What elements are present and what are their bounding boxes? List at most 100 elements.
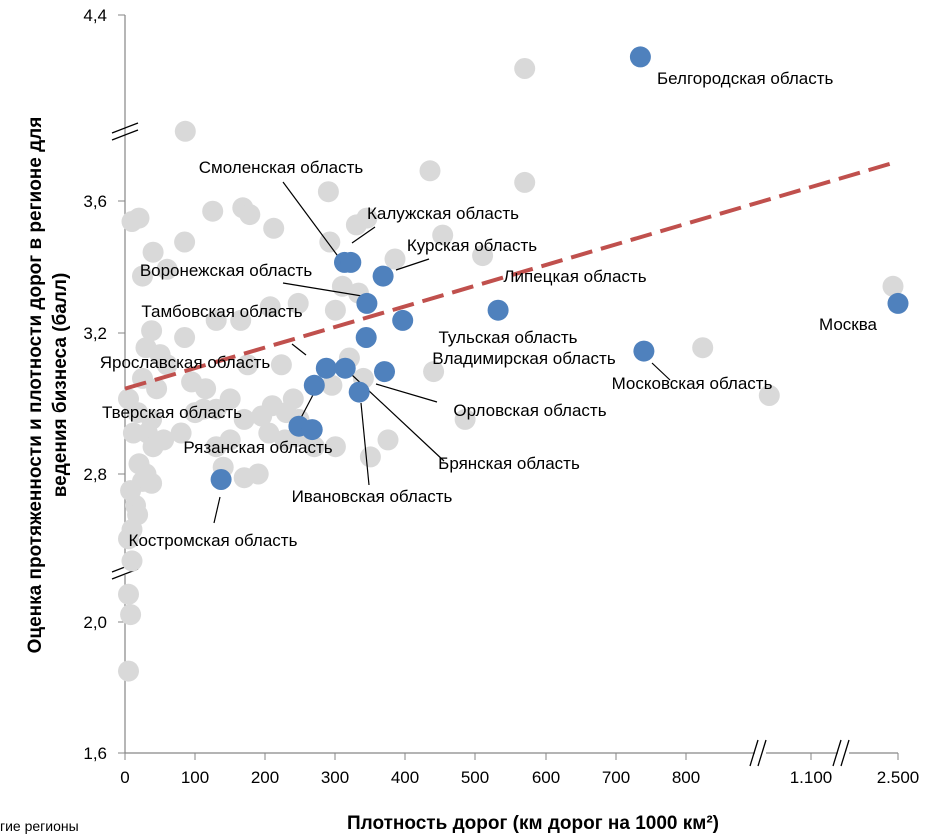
region-point xyxy=(374,361,395,383)
other-region-point xyxy=(319,231,341,253)
other-region-point xyxy=(237,354,259,376)
x-axis-break-mark xyxy=(832,739,842,767)
y-axis-title-line2: ведения бизнеса (балл) xyxy=(50,273,71,498)
region-point xyxy=(629,46,651,68)
region-label: Ивановская область xyxy=(292,487,453,506)
region-point xyxy=(301,419,323,441)
footnote: гие регионы xyxy=(0,818,79,834)
other-region-point xyxy=(141,472,163,494)
other-region-point xyxy=(317,181,339,203)
region-label: Рязанская область xyxy=(183,438,332,457)
other-region-point xyxy=(259,296,281,318)
other-region-point xyxy=(514,58,536,79)
region-label: Ярославская область xyxy=(100,353,271,372)
x-tick-marks xyxy=(124,753,899,760)
other-region-point xyxy=(239,204,261,226)
region-point xyxy=(348,381,370,403)
region-label: Московская область xyxy=(612,374,773,393)
region-point xyxy=(487,299,509,321)
other-region-point xyxy=(356,207,378,229)
x-tick-label: 500 xyxy=(461,768,489,787)
region-labels: Белгородская область Смоленская область Ка… xyxy=(100,69,878,550)
other-region-point xyxy=(514,171,536,193)
region-label: Калужская область xyxy=(367,204,519,223)
other-region-point xyxy=(233,408,255,430)
x-tick-labels: 0 100 200 300 400 500 600 700 800 1.100 2.500 xyxy=(120,768,919,787)
y-tick-labels: 4,4 3,6 3,2 2,8 2,0 1,6 xyxy=(83,6,107,763)
y-axis-break-mark xyxy=(111,122,139,134)
other-region-point xyxy=(454,408,476,430)
other-region-point xyxy=(174,120,196,142)
y-tick-label: 2,0 xyxy=(83,613,107,632)
region-point xyxy=(887,292,909,314)
other-regions-points xyxy=(118,58,904,682)
other-region-point xyxy=(205,398,227,420)
leader-line xyxy=(351,226,376,244)
x-axis-break-mark xyxy=(749,739,759,767)
other-region-point xyxy=(377,429,399,451)
region-label: Тульская область xyxy=(439,328,578,347)
other-region-point xyxy=(156,354,178,376)
region-label: Орловская область xyxy=(453,401,606,420)
other-region-point xyxy=(258,422,280,444)
other-region-point xyxy=(174,327,196,348)
other-region-point xyxy=(384,248,406,270)
y-axis-title-line1: Оценка протяженности и плотности дорог в… xyxy=(25,117,46,654)
other-region-point xyxy=(118,583,139,605)
leader-line xyxy=(213,496,221,524)
other-region-point xyxy=(156,258,178,280)
other-region-point xyxy=(141,320,163,342)
other-region-point xyxy=(118,528,139,550)
x-tick-label: 0 xyxy=(120,768,129,787)
other-region-point xyxy=(321,374,343,396)
region-point xyxy=(334,357,356,379)
region-label: Смоленская область xyxy=(199,158,364,177)
other-region-point xyxy=(882,275,904,297)
other-region-point xyxy=(202,200,224,222)
region-point xyxy=(392,309,414,331)
other-region-point xyxy=(121,550,143,572)
trend-line xyxy=(124,159,899,391)
region-label: Костромская область xyxy=(129,531,298,550)
region-label: Курская область xyxy=(407,236,537,255)
leader-line xyxy=(395,258,430,271)
region-label: Липецкая область xyxy=(503,267,646,286)
y-tick-label: 1,6 xyxy=(83,744,107,763)
other-region-point xyxy=(128,207,150,229)
region-label: Владимирская область xyxy=(432,349,616,368)
other-region-point xyxy=(132,265,153,287)
region-point xyxy=(303,374,325,396)
region-label: Белгородская область xyxy=(657,69,833,88)
x-tick-label: 300 xyxy=(321,768,349,787)
x-tick-label: 2.500 xyxy=(877,768,920,787)
other-region-point xyxy=(692,337,714,359)
region-point xyxy=(372,265,394,287)
y-tick-label: 2,8 xyxy=(83,465,107,484)
y-tick-label: 3,6 xyxy=(83,192,107,211)
x-tick-label: 1.100 xyxy=(790,768,833,787)
other-region-point xyxy=(146,378,168,400)
other-region-point xyxy=(230,309,252,331)
other-region-point xyxy=(120,604,142,626)
x-tick-label: 400 xyxy=(391,768,419,787)
leader-line xyxy=(651,362,671,381)
other-region-point xyxy=(324,436,346,458)
other-region-point xyxy=(472,245,494,267)
x-tick-label: 700 xyxy=(602,768,630,787)
y-axis-break-mark xyxy=(111,129,139,141)
leader-line xyxy=(282,282,363,297)
other-region-point xyxy=(419,160,441,182)
other-region-point xyxy=(118,660,139,682)
region-label: Москва xyxy=(819,315,878,334)
leader-line xyxy=(291,343,307,356)
region-point xyxy=(340,251,362,273)
other-region-point xyxy=(303,436,325,458)
region-label: Тверская область xyxy=(102,403,242,422)
other-region-point xyxy=(758,385,780,406)
x-tick-label: 800 xyxy=(672,768,700,787)
x-axis-break-mark xyxy=(840,739,850,767)
axes xyxy=(118,14,899,760)
x-axis-break-mark xyxy=(757,739,767,767)
region-label: Воронежская область xyxy=(140,261,313,280)
